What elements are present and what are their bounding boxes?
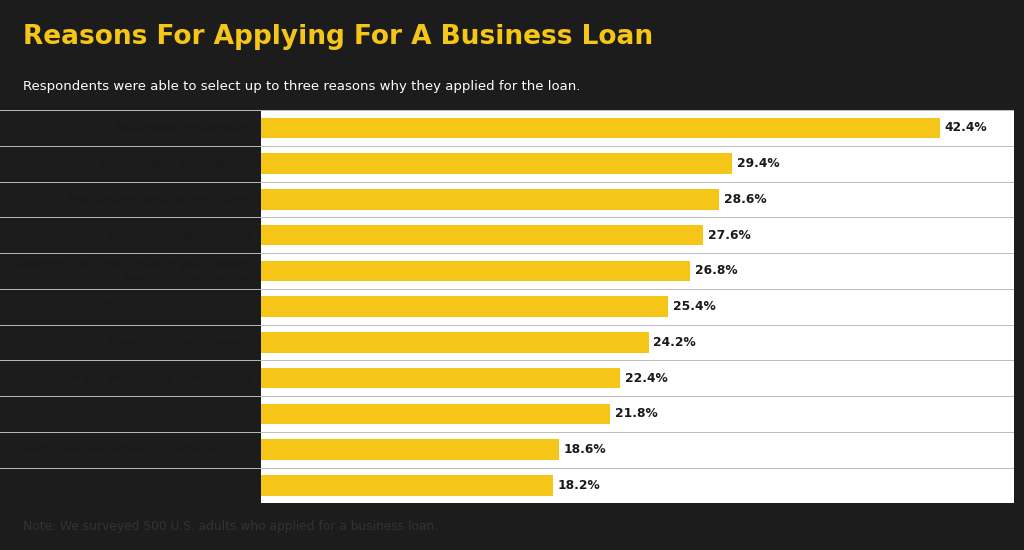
Text: Commercial real estate purchases
and/or remodeling: Commercial real estate purchases and/or … bbox=[15, 257, 251, 285]
Bar bbox=[261, 439, 559, 460]
Bar bbox=[261, 189, 719, 210]
Bar bbox=[261, 332, 648, 353]
Text: Business expansion: Business expansion bbox=[115, 122, 251, 134]
Bar bbox=[261, 118, 940, 138]
Text: Cashflow for everyday operations: Cashflow for everyday operations bbox=[17, 372, 251, 384]
Text: 18.2%: 18.2% bbox=[557, 479, 600, 492]
Text: Equipment purchases: Equipment purchases bbox=[101, 157, 251, 170]
Text: Note: We surveyed 500 U.S. adults who applied for a business loan.: Note: We surveyed 500 U.S. adults who ap… bbox=[23, 520, 437, 533]
Text: Business franchising: Business franchising bbox=[108, 229, 251, 241]
Text: 27.6%: 27.6% bbox=[708, 229, 751, 241]
Text: Reasons For Applying For A Business Loan: Reasons For Applying For A Business Loan bbox=[23, 24, 652, 50]
Text: Payroll expenses: Payroll expenses bbox=[134, 408, 251, 420]
Text: 22.4%: 22.4% bbox=[625, 372, 668, 384]
Bar bbox=[261, 261, 690, 281]
Bar bbox=[261, 368, 620, 388]
Text: 28.6%: 28.6% bbox=[724, 193, 767, 206]
Text: 25.4%: 25.4% bbox=[673, 300, 716, 313]
Text: Inventory purchases: Inventory purchases bbox=[109, 336, 251, 349]
Text: Debt consolidation or refinancing: Debt consolidation or refinancing bbox=[19, 443, 251, 456]
Text: 24.2%: 24.2% bbox=[653, 336, 696, 349]
Text: Business acquisitions: Business acquisitions bbox=[102, 300, 251, 313]
Text: 18.6%: 18.6% bbox=[564, 443, 606, 456]
Bar bbox=[261, 153, 732, 174]
Bar bbox=[261, 404, 610, 424]
Text: Marketing and advertising: Marketing and advertising bbox=[68, 193, 251, 206]
Text: Startup costs: Startup costs bbox=[159, 479, 251, 492]
Bar bbox=[261, 296, 668, 317]
Text: 21.8%: 21.8% bbox=[615, 408, 657, 420]
Text: 29.4%: 29.4% bbox=[736, 157, 779, 170]
Bar bbox=[261, 225, 703, 245]
Bar bbox=[261, 475, 553, 496]
Text: 42.4%: 42.4% bbox=[945, 122, 987, 134]
Text: Respondents were able to select up to three reasons why they applied for the loa: Respondents were able to select up to th… bbox=[23, 80, 580, 94]
Text: 26.8%: 26.8% bbox=[695, 265, 737, 277]
